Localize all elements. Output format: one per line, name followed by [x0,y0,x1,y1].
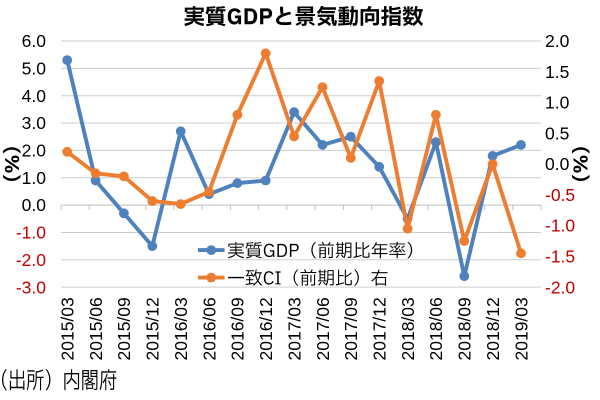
right-axis-label: 1.5 [545,62,569,82]
left-axis-tick-labels: 6.0 5.0 4.0 3.0 2.0 1.0 0.0 -1.0 -2.0 -3.0 [16,31,46,297]
data-point-marker [345,153,356,163]
data-point-marker [459,271,470,282]
data-point-marker [402,223,413,234]
legend-marker-sample [206,272,217,283]
left-axis-label: 2.0 [22,141,47,161]
chart-title [184,5,423,27]
data-point-marker [175,126,186,137]
series-ci [62,48,526,259]
x-axis-label: 2016/12 [256,297,276,360]
data-point-marker [260,48,271,59]
data-point-marker [459,236,470,246]
data-point-marker [62,55,73,65]
data-point-marker [232,109,243,120]
x-axis-label: 2017/12 [370,297,390,360]
right-axis-title [572,147,590,181]
right-axis-label: -2.0 [545,277,575,297]
data-point-marker [516,140,526,150]
x-axis-label: 2018/09 [455,297,475,360]
right-axis-label: 2.0 [545,31,570,51]
data-point-marker [119,208,129,219]
data-point-marker [431,137,441,148]
data-point-marker [317,82,328,93]
x-axis-label: 2016/09 [228,297,248,360]
data-point-marker [204,186,214,197]
x-axis-label: 2018/06 [426,297,446,360]
data-point-marker [516,248,526,259]
data-point-marker [260,175,271,186]
x-axis-label: 2015/12 [143,297,163,360]
x-axis-label: 2015/09 [114,297,134,360]
data-point-marker [317,140,328,150]
left-axis-label: -2.0 [16,250,46,270]
x-axis-label: 2017/06 [313,297,333,360]
data-point-marker [374,76,385,86]
right-axis-label: -0.5 [545,185,575,205]
right-axis-label: -1.0 [545,216,575,236]
legend-key-ci [198,272,225,283]
data-point-marker [119,171,129,182]
data-point-marker [175,199,186,210]
legend-key-gdp [198,245,225,256]
data-point-marker [345,131,356,142]
data-point-marker [487,151,498,161]
legend-keys [198,245,225,283]
source-note [1,369,117,391]
left-axis-title [3,147,21,182]
left-axis-label: 5.0 [22,59,47,79]
x-axis-label: 2016/03 [171,297,191,360]
left-axis-label: -3.0 [16,277,46,297]
legend-label-ci [228,269,388,286]
right-axis-tick-labels: 2.0 1.5 1.0 0.5 0.0 -0.5 -1.0 -1.5 -2.0 [545,31,575,297]
data-point-marker [487,159,498,170]
legend-marker-sample [206,245,217,256]
x-axis-label: 2016/06 [199,297,219,360]
series-line [65,58,523,279]
data-point-marker [62,146,73,157]
x-axis-label: 2018/12 [483,297,503,360]
data-point-marker [147,241,158,252]
x-axis-label: 2017/09 [341,297,361,360]
right-axis-label: -1.5 [545,247,575,267]
legend-label-gdp [228,241,413,259]
data-point-marker [289,107,299,117]
left-axis-label: 1.0 [22,168,47,188]
data-point-marker [90,175,101,186]
data-series [62,48,526,282]
category-axis-line [60,205,542,210]
data-point-marker [374,161,385,172]
x-axis-tick-labels: 2015/03 2015/06 2015/09 2015/12 2016/03 2016/… [58,297,532,360]
right-axis-label: 1.0 [545,93,570,113]
data-point-marker [289,131,299,142]
data-point-marker [147,196,158,206]
series-gdp [62,55,526,282]
data-point-marker [90,168,101,179]
right-axis-label: 0.0 [545,154,570,174]
x-axis-label: 2015/06 [86,297,106,360]
left-axis-label: 4.0 [22,86,47,106]
x-axis-label: 2018/03 [398,297,418,360]
gridlines [61,40,541,288]
data-point-marker [431,109,441,120]
left-axis-label: 0.0 [22,195,47,215]
left-axis-label: -1.0 [16,223,46,243]
left-axis-label: 6.0 [22,31,47,51]
x-axis-label: 2017/03 [284,297,304,360]
data-point-marker [232,178,243,189]
left-axis-label: 3.0 [22,113,47,133]
x-axis-label: 2015/03 [58,297,78,360]
right-axis-label: 0.5 [545,123,569,143]
x-axis-label: 2019/03 [511,297,531,360]
